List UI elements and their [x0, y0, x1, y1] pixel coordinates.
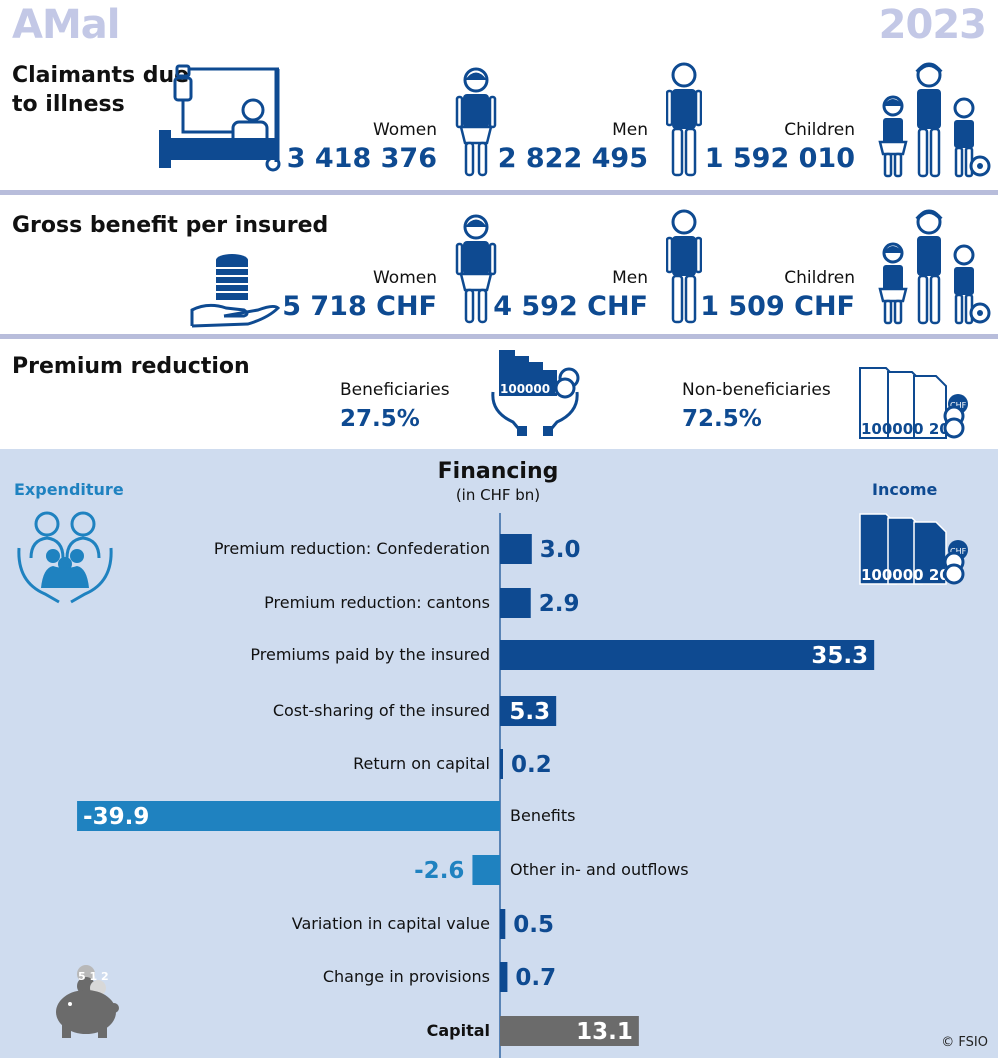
man-icon — [666, 62, 702, 177]
financing-bar-chart: Premium reduction: Confederation 3.0 Premi… — [77, 513, 875, 1058]
piggy-bank-icon: 5 1 2 — [56, 965, 119, 1038]
year-label: 2023 — [878, 2, 987, 48]
claimants-title-line2: to illness — [12, 92, 125, 117]
bar-category-label-1: Premium reduction: cantons — [264, 593, 490, 612]
bar-9 — [500, 1016, 639, 1046]
copyright: © FSIO — [941, 1035, 988, 1050]
claimants-children-label: Children — [784, 120, 855, 140]
bar-category-label-9: Capital — [427, 1021, 490, 1040]
bar-6 — [472, 855, 500, 885]
benefit-men-value: 4 592 CHF — [493, 291, 648, 322]
claimants-women-value: 3 418 376 — [286, 143, 437, 174]
bar-0 — [500, 534, 532, 564]
bar-category-label-6: Other in- and outflows — [510, 860, 689, 879]
bar-3 — [500, 696, 557, 726]
bar-category-label-8: Change in provisions — [323, 967, 490, 986]
bar-7 — [500, 909, 506, 939]
bar-value-label-2: 35.3 — [811, 643, 868, 669]
bar-2 — [500, 640, 875, 670]
woman-icon — [455, 67, 497, 177]
bar-value-label-5: -39.9 — [83, 804, 149, 830]
bar-5 — [77, 801, 500, 831]
woman-icon-2 — [455, 214, 497, 324]
benefit-children-label: Children — [784, 268, 855, 288]
bar-value-label-6: -2.6 — [414, 858, 464, 884]
banknotes-filled-icon: 100000 20 CHF — [859, 513, 968, 585]
bar-value-label-7: 0.5 — [513, 912, 554, 938]
bar-category-label-7: Variation in capital value — [292, 914, 490, 933]
coin-text: CHF — [950, 401, 967, 410]
bar-1 — [500, 588, 531, 618]
hospital-bed-icon — [159, 64, 281, 172]
benefit-women-value: 5 718 CHF — [282, 291, 437, 322]
section-divider-2 — [0, 334, 998, 339]
children-group-icon — [878, 62, 991, 178]
claimants-men-value: 2 822 495 — [497, 143, 648, 174]
bar-category-label-4: Return on capital — [353, 754, 490, 773]
financing-title: Financing — [437, 459, 559, 484]
bar-value-label-8: 0.7 — [515, 965, 556, 991]
non-beneficiaries-label: Non-beneficiaries — [682, 380, 831, 400]
financing-panel — [0, 449, 998, 1058]
claimants-men-label: Men — [612, 120, 648, 140]
claimants-title-line1: Claimants due — [12, 63, 190, 88]
income-label: Income — [872, 480, 938, 499]
bar-category-label-5: Benefits — [510, 806, 576, 825]
bar-value-label-0: 3.0 — [540, 537, 581, 563]
benefit-title: Gross benefit per insured — [12, 213, 329, 238]
money-hands-banknote-text: 100000 20 — [500, 382, 571, 396]
bar-category-label-3: Cost-sharing of the insured — [273, 701, 490, 720]
benefit-women-label: Women — [372, 268, 437, 288]
banknotes-outline-text: 100000 20 — [861, 420, 950, 438]
man-icon-2 — [666, 209, 702, 324]
non-beneficiaries-value: 72.5% — [682, 406, 762, 432]
beneficiaries-label: Beneficiaries — [340, 380, 450, 400]
beneficiaries-value: 27.5% — [340, 406, 420, 432]
benefit-men-label: Men — [612, 268, 648, 288]
banknotes-filled-text: 100000 20 — [861, 566, 950, 584]
financing-subtitle: (in CHF bn) — [455, 486, 541, 504]
coins-in-hand-icon — [190, 254, 280, 328]
money-in-hands-icon: 100000 20 — [491, 350, 580, 436]
bar-value-label-4: 0.2 — [511, 752, 552, 778]
claimants-children-value: 1 592 010 — [704, 143, 855, 174]
children-group-icon-2 — [878, 209, 991, 325]
premium-title: Premium reduction — [12, 354, 250, 379]
bar-value-label-9: 13.1 — [576, 1019, 633, 1045]
section-divider-1 — [0, 190, 998, 195]
banknotes-outline-icon: 100000 20 CHF — [859, 367, 968, 439]
page-title: AMal — [12, 2, 120, 48]
expenditure-label: Expenditure — [14, 480, 124, 499]
bar-value-label-3: 5.3 — [509, 699, 550, 725]
bar-value-label-1: 2.9 — [539, 591, 580, 617]
bar-8 — [500, 962, 508, 992]
claimants-women-label: Women — [372, 120, 437, 140]
family-in-hands-icon — [17, 511, 113, 604]
benefit-children-value: 1 509 CHF — [700, 291, 855, 322]
bar-category-label-2: Premiums paid by the insured — [250, 645, 490, 664]
claimants-title: Claimants due to illness — [12, 61, 189, 119]
coin-text-2: CHF — [950, 547, 967, 556]
bar-category-label-0: Premium reduction: Confederation — [214, 539, 490, 558]
piggy-coin-text: 5 1 2 — [78, 970, 109, 983]
bar-4 — [500, 749, 503, 779]
